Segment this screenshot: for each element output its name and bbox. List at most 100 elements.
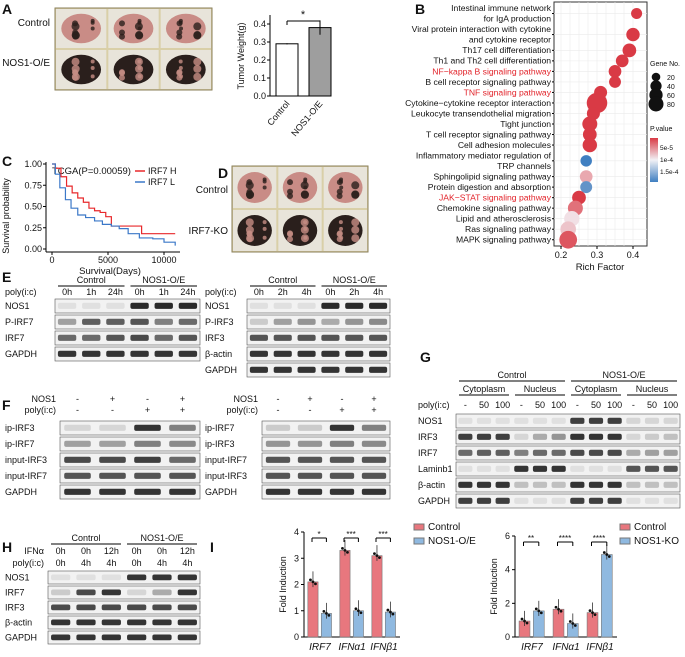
group-label: NOS1-O/E [333, 275, 376, 285]
data-point [389, 610, 392, 614]
nodule [287, 188, 294, 195]
blot-row-label: input-IRF3 [205, 471, 247, 481]
data-point [391, 612, 395, 616]
blot-row-label: P-IRF7 [5, 317, 34, 327]
group-label: Control [497, 370, 526, 380]
blot-band [134, 440, 161, 447]
significance-mark: *** [378, 530, 387, 539]
blot-band [265, 424, 291, 431]
nodule [262, 220, 267, 225]
blot-band [57, 334, 77, 341]
y-axis-label: Fold Induction [278, 556, 288, 613]
blot-band [134, 472, 161, 479]
blot-band [265, 472, 291, 479]
data-point [346, 550, 349, 554]
condition-label: poly(i:c) [12, 558, 44, 568]
blot-band [514, 449, 529, 456]
blot-strip [261, 420, 391, 436]
blot-band [476, 433, 492, 440]
condition-value: 24h [108, 287, 123, 297]
blot-band [178, 302, 198, 309]
blot-band [76, 574, 96, 581]
condition-value: 50 [479, 400, 489, 410]
y-tick-label: 0.25 [24, 223, 42, 233]
blot-band [265, 456, 291, 463]
condition-value: 50 [535, 400, 545, 410]
blot-band [273, 302, 292, 309]
blot-band [99, 424, 126, 431]
blot-band [345, 318, 364, 325]
nodule [246, 179, 253, 186]
condition-label: poly(i:c) [24, 405, 56, 415]
y-tick-label: 4 [505, 565, 510, 575]
blot-strip [59, 436, 201, 452]
blot-band [321, 318, 340, 325]
blot-strip [47, 570, 201, 585]
y-tick-label: 0.1 [253, 73, 266, 83]
blot-band [127, 619, 147, 626]
nodule [336, 188, 343, 195]
pathway-label: for IgA production [484, 14, 552, 24]
condition-value: + [180, 394, 185, 404]
pathway-dot [582, 137, 597, 153]
blot-band [82, 350, 101, 357]
nodule [287, 230, 294, 237]
pathway-label: Leukocyte transendothelial migration [411, 108, 551, 118]
condition-value: 0h [132, 546, 142, 556]
panel-a-photos [54, 7, 213, 91]
blot-band [321, 302, 340, 309]
blot-band [51, 634, 71, 641]
blot-band [514, 465, 529, 472]
blot-row-label: input-IRF7 [205, 455, 247, 465]
panel-label-H: H [2, 539, 12, 555]
blot-band [297, 456, 323, 463]
blot-band [361, 440, 387, 447]
data-point [537, 609, 541, 613]
blot-band [361, 456, 387, 463]
blot-band [458, 481, 473, 488]
pathway-label: Ras signaling pathway [465, 224, 552, 234]
condition-value: 4h [373, 287, 383, 297]
blot-band [626, 497, 641, 504]
blot-band [106, 350, 125, 357]
nodule [71, 72, 80, 81]
data-point [327, 613, 331, 617]
lung-tissue [237, 215, 272, 246]
blot-band [154, 334, 173, 341]
condition-label: poly(i:c) [226, 405, 258, 415]
blot-band [169, 456, 196, 463]
blot-band [495, 417, 510, 424]
nodule [135, 64, 144, 73]
condition-value: - [309, 405, 312, 415]
blot-band [51, 619, 71, 626]
blot-band [134, 424, 161, 431]
condition-value: - [341, 394, 344, 404]
significance-mark: *** [346, 530, 355, 539]
condition-label: NOS1 [31, 394, 56, 404]
blot-band [249, 302, 268, 309]
blot-band [369, 366, 388, 373]
legend-label: IRF7 L [148, 177, 175, 187]
nodule [262, 235, 267, 240]
condition-value: 0h [132, 558, 142, 568]
blot-band [663, 497, 678, 504]
color-legend-bar [650, 138, 658, 182]
blot-band [514, 433, 529, 440]
data-point [373, 552, 376, 556]
blot-band [644, 481, 660, 488]
blot-band [76, 589, 96, 596]
nodule [336, 230, 343, 237]
condition-value: 0h [135, 287, 145, 297]
blot-row-label: ip-IRF7 [5, 439, 35, 449]
blot-band [532, 449, 548, 456]
blot-band [321, 334, 340, 341]
blot-band [169, 472, 196, 479]
nodule [137, 59, 142, 64]
blot-band [152, 604, 172, 611]
condition-value: 4h [182, 558, 192, 568]
blot-band [663, 481, 678, 488]
blot-band [130, 334, 149, 341]
blot-band [532, 417, 548, 424]
nodule [118, 69, 125, 76]
y-tick-label: 0.2 [253, 55, 266, 65]
